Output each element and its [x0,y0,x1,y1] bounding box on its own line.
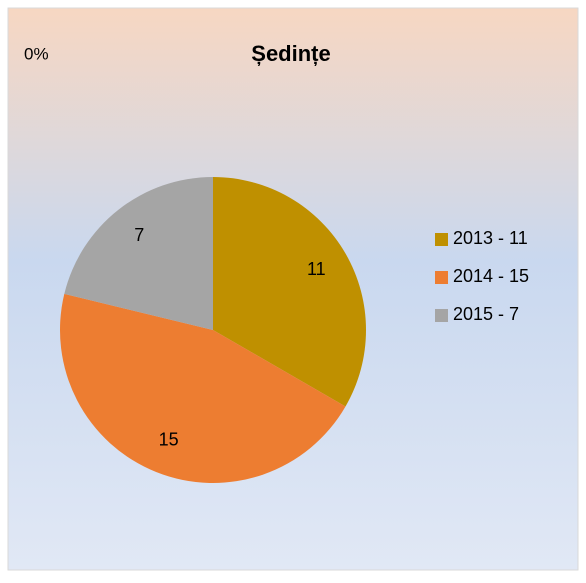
legend-swatch [435,233,448,246]
chart-title: Ședințe [251,41,330,66]
data-label: 15 [159,430,179,450]
annotation: 0% [24,44,49,63]
data-label: 11 [307,259,326,279]
legend-label: 2013 - 11 [453,228,528,248]
pie-slice [213,177,366,407]
legend-swatch [435,271,448,284]
legend-label: 2015 - 7 [453,304,519,324]
legend-swatch [435,309,448,322]
data-label: 7 [134,225,144,245]
legend-label: 2014 - 15 [453,266,529,286]
pie-slice [64,177,213,330]
pie-slice [60,293,346,483]
